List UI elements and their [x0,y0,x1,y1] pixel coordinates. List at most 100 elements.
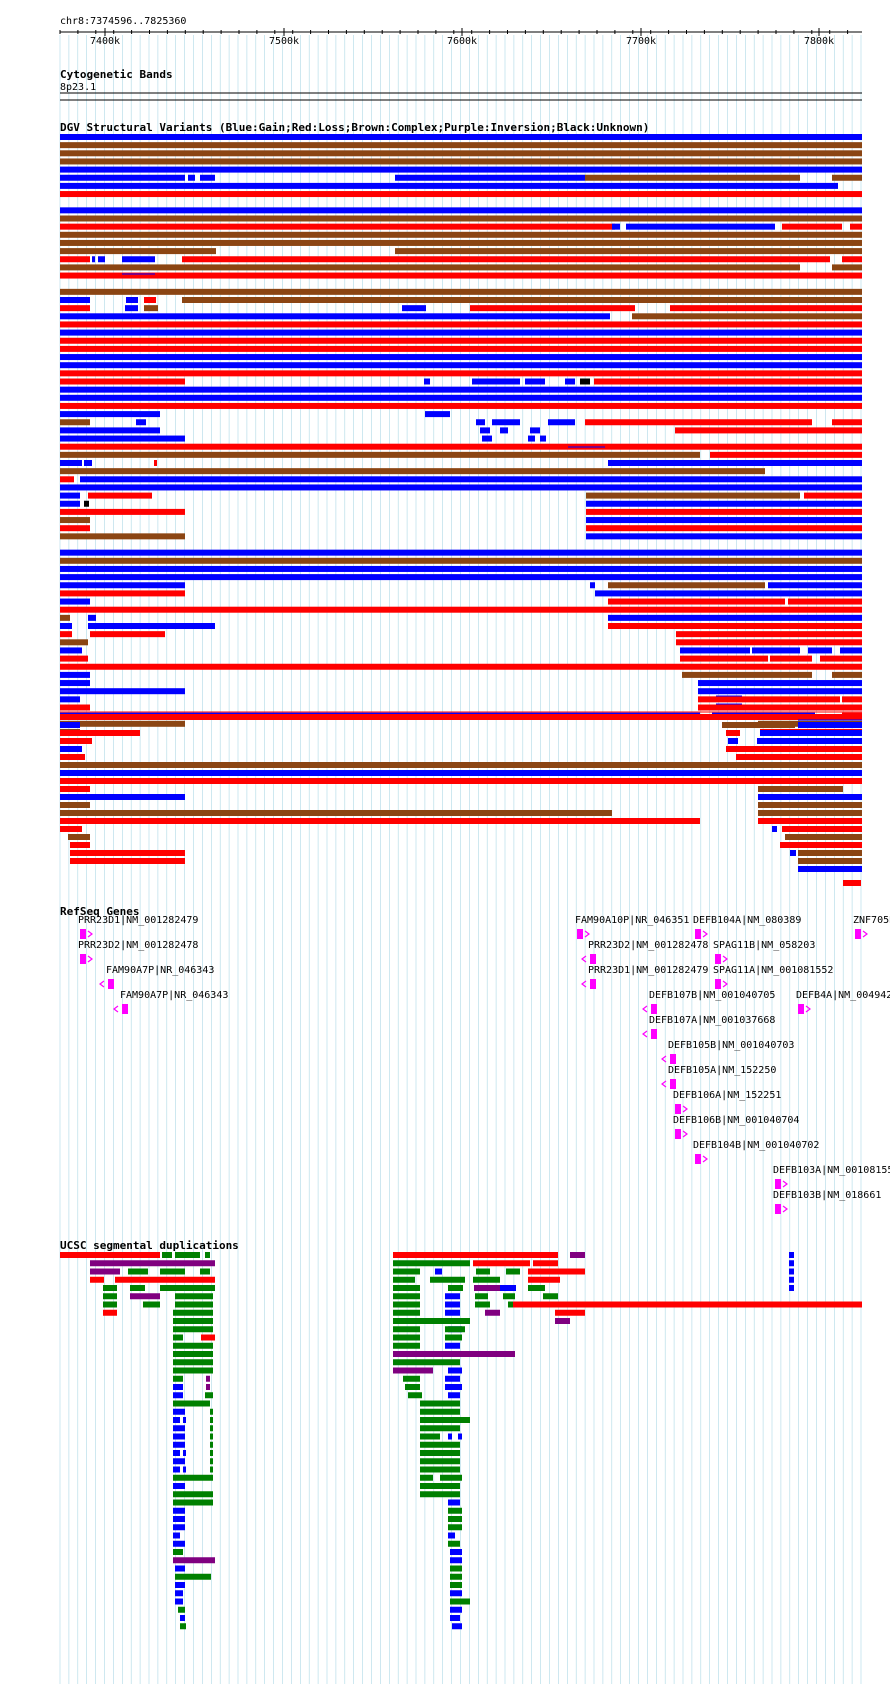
gene-label[interactable]: SPAG11A|NM_001081552 [713,965,833,976]
dgv-feature [144,305,158,312]
dgv-feature [60,720,185,727]
segdup-feature [420,1491,460,1498]
gene-exon[interactable] [675,1104,681,1114]
gene-exon[interactable] [590,979,596,989]
gene-exon[interactable] [695,1154,701,1164]
gene-label[interactable]: DEFB105B|NM_001040703 [668,1040,794,1051]
gene-label[interactable]: DEFB105A|NM_152250 [668,1065,776,1076]
dgv-feature [670,305,862,312]
gene-exon[interactable] [122,1004,128,1014]
gene-label[interactable]: DEFB104B|NM_001040702 [693,1140,819,1151]
dgv-feature [395,174,585,181]
segdup-track[interactable]: UCSC segmental duplications [60,1239,862,1630]
gene-label[interactable]: DEFB107B|NM_001040705 [649,990,775,1001]
gene-label[interactable]: FAM90A7P|NR_046343 [106,965,214,976]
segdup-feature [175,1598,183,1605]
gene-exon[interactable] [715,979,721,989]
gene-exon[interactable] [651,1029,657,1039]
dgv-feature [60,778,862,784]
strand-arrow-icon [661,1055,667,1063]
dgv-feature [88,623,215,629]
segdup-feature [180,1615,185,1621]
gene-exon[interactable] [695,929,701,939]
refseq-track[interactable]: RefSeq Genes PRR23D1|NM_001282479 PRR23D2… [60,905,890,1214]
strand-arrow-icon [87,930,93,938]
gene-label[interactable]: FAM90A7P|NR_046343 [120,990,228,1001]
segdup-feature [420,1408,460,1415]
segdup-feature [90,1268,120,1275]
segdup-feature [503,1293,515,1300]
segdup-feature [173,1532,180,1539]
dgv-feature [785,834,862,840]
gene-label[interactable]: PRR23D1|NM_001282479 [78,915,198,926]
gene-label[interactable]: FAM90A10P|NR_046351 [575,915,689,926]
gene-exon[interactable] [798,1004,804,1014]
segdup-feature [448,1367,462,1374]
gene-exon[interactable] [80,954,86,964]
gene-label[interactable]: DEFB4A|NM_004942 [796,990,890,1001]
segdup-feature [103,1285,117,1291]
dgv-feature [594,378,862,385]
segdup-feature [533,1260,558,1267]
gene-label[interactable]: PRR23D1|NM_001282479 [588,965,708,976]
segdup-feature [500,1285,516,1291]
dgv-feature [608,598,785,605]
dgv-feature [60,746,82,752]
dgv-feature [154,460,157,466]
gene-exon[interactable] [590,954,596,964]
segdup-feature [173,1417,180,1423]
gene-label[interactable]: PRR23D2|NM_001282478 [78,940,198,951]
dgv-feature [758,818,862,824]
segdup-feature [393,1285,420,1291]
dgv-feature [60,549,862,556]
gene-exon[interactable] [108,979,114,989]
dgv-feature [585,419,812,426]
gene-exon[interactable] [670,1079,676,1089]
dgv-feature [470,305,635,312]
gene-exon[interactable] [80,929,86,939]
gene-exon[interactable] [577,929,583,939]
dgv-track[interactable]: DGV Structural Variants (Blue:Gain;Red:L… [60,121,862,886]
gene-label[interactable]: DEFB103B|NM_018661 [773,1190,881,1201]
gene-label[interactable]: DEFB106B|NM_001040704 [673,1115,799,1126]
dgv-feature [820,655,862,662]
dgv-features [60,134,862,886]
segdup-feature [173,1524,185,1531]
dgv-feature [60,256,90,263]
gene-exon[interactable] [651,1004,657,1014]
dgv-feature [60,288,862,295]
gene-label[interactable]: DEFB107A|NM_001037668 [649,1015,775,1026]
segdup-feature [528,1268,585,1275]
dgv-feature [425,411,450,418]
dgv-feature [548,419,575,426]
strand-arrow-icon [722,955,728,963]
gene-label[interactable]: SPAG11B|NM_058203 [713,940,815,951]
dgv-feature [850,223,862,230]
dgv-feature [476,419,485,426]
gene-label[interactable]: DEFB106A|NM_152251 [673,1090,781,1101]
gene-label[interactable]: PRR23D2|NM_001282478 [588,940,708,951]
dgv-feature [60,631,72,638]
segdup-feature [555,1309,585,1316]
dgv-feature [608,614,862,621]
gene-exon[interactable] [675,1129,681,1139]
gene-exon[interactable] [670,1054,676,1064]
gene-exon[interactable] [775,1204,781,1214]
segdup-feature [450,1590,462,1597]
gene-label[interactable]: DEFB103A|NM_001081551 [773,1165,890,1176]
segdup-feature [173,1425,185,1432]
cytoband-track[interactable]: Cytogenetic Bands 8p23.1 [60,68,862,101]
segdup-feature [393,1342,420,1349]
segdup-feature [528,1276,560,1283]
gene-label[interactable]: ZNF705B [853,915,890,926]
gene-label[interactable]: DEFB104A|NM_080389 [693,915,801,926]
segdup-feature [210,1450,213,1456]
gene-exon[interactable] [715,954,721,964]
dgv-feature [60,427,160,434]
gene-exon[interactable] [775,1179,781,1189]
segdup-feature [393,1318,470,1324]
dgv-feature [60,484,862,491]
dgv-feature [60,680,90,687]
gene-exon[interactable] [855,929,861,939]
segdup-feature [789,1268,794,1275]
